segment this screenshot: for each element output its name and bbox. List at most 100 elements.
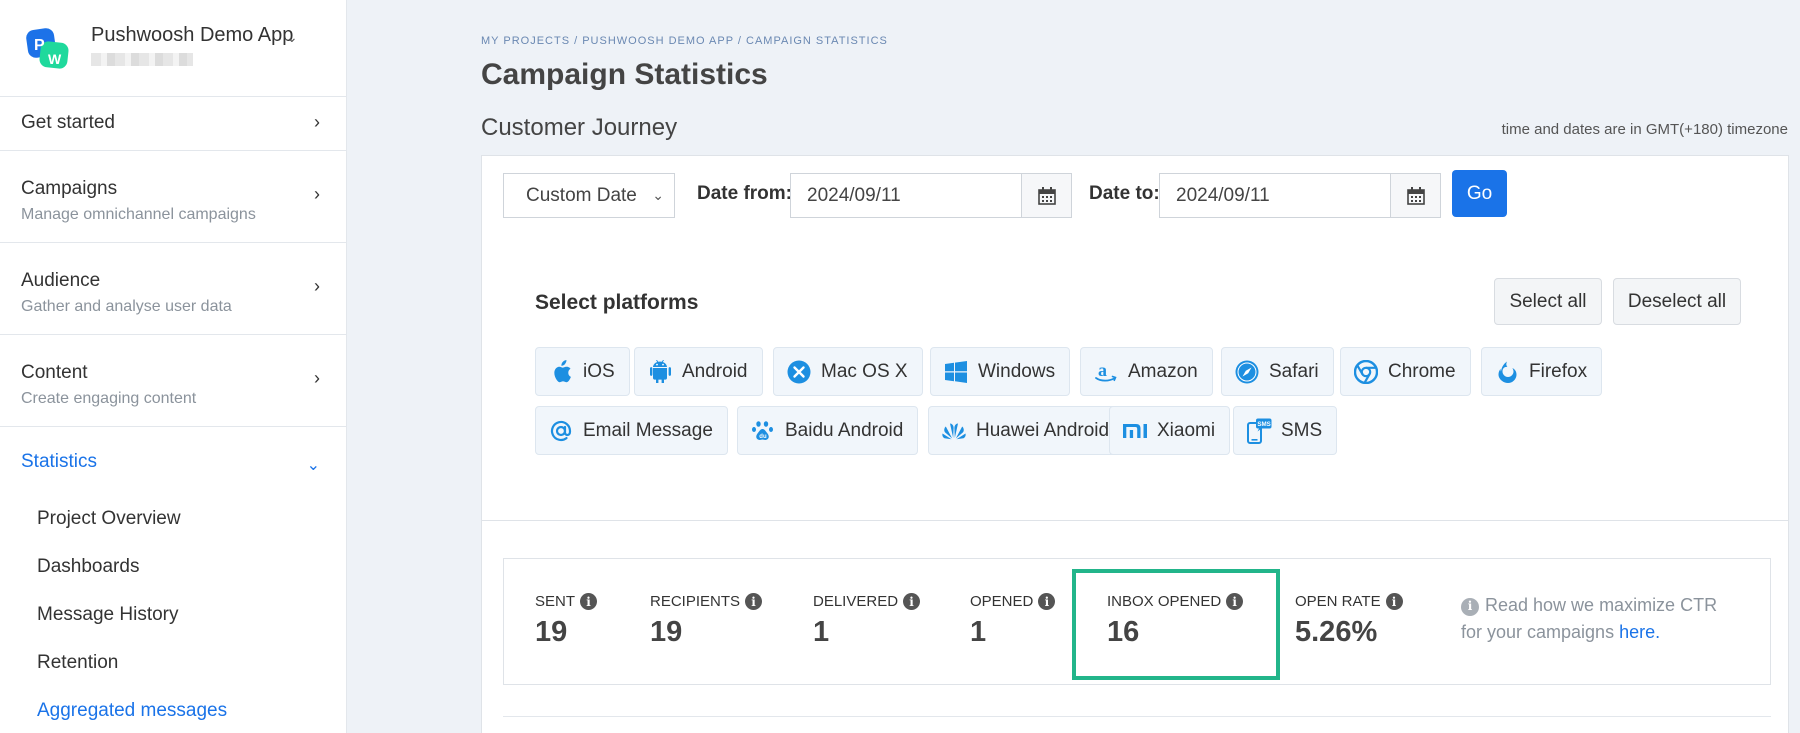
app-name: Pushwoosh Demo App [91, 24, 294, 46]
stat-delivered: DELIVERED i 1 [813, 593, 921, 649]
sidebar-item-get-started[interactable]: Get started › [0, 97, 346, 151]
chevron-down-icon: ⌄ [652, 187, 664, 203]
platform-chip-firefox[interactable]: Firefox [1481, 347, 1603, 396]
svg-text:du: du [759, 434, 767, 440]
platform-chip-sms[interactable]: SMS SMS [1233, 406, 1338, 455]
sidebar-item-statistics[interactable]: Statistics ⌄ [0, 427, 346, 491]
sidebar-item-description: Gather and analyse user data [21, 298, 232, 315]
platform-chip-macos[interactable]: Mac OS X [773, 347, 923, 396]
chevron-right-icon: › [314, 276, 320, 296]
svg-text:a: a [1098, 360, 1107, 380]
divider [503, 716, 1771, 717]
paw-icon: du [750, 418, 776, 444]
mi-icon [1122, 418, 1148, 444]
info-icon[interactable]: i [1385, 593, 1403, 610]
platform-chip-huawei[interactable]: Huawei Android [928, 406, 1125, 455]
at-icon [548, 418, 574, 444]
sidebar-item-audience[interactable]: Audience Gather and analyse user data › [0, 243, 346, 335]
deselect-all-button[interactable]: Deselect all [1613, 278, 1741, 325]
platform-chip-email[interactable]: Email Message [535, 406, 728, 455]
apple-icon [548, 359, 574, 385]
stat-sent: SENT i 19 [535, 593, 598, 649]
platform-chip-safari[interactable]: Safari [1221, 347, 1334, 396]
platform-chip-baidu[interactable]: du Baidu Android [737, 406, 919, 455]
submenu-aggregated-messages[interactable]: Aggregated messages [37, 700, 228, 721]
submenu-message-history[interactable]: Message History [37, 604, 179, 625]
stat-open-rate: OPEN RATE i 5.26% [1295, 593, 1403, 649]
calendar-icon[interactable] [1391, 173, 1441, 218]
chevron-right-icon: › [314, 184, 320, 204]
ctr-link[interactable]: here. [1619, 622, 1661, 642]
stats-summary: SENT i 19 RECIPIENTS i 19 DELIVERED i 1 OPE… [503, 558, 1771, 685]
platform-chip-amazon[interactable]: a Amazon [1080, 347, 1213, 396]
chevron-down-icon: ⌄ [306, 457, 320, 474]
stat-inbox-opened: INBOX OPENED i 16 [1107, 593, 1244, 649]
platform-label: Android [682, 360, 748, 382]
stat-value: 5.26% [1295, 616, 1378, 648]
info-icon[interactable]: i [580, 593, 598, 610]
submenu-project-overview[interactable]: Project Overview [37, 508, 181, 529]
go-button[interactable]: Go [1452, 170, 1507, 217]
chrome-icon [1353, 359, 1379, 385]
stat-label: OPENED [970, 593, 1034, 610]
huawei-icon [941, 418, 967, 444]
statistics-panel: Custom Date ⌄ Date from: 2024/09/11 Date… [481, 155, 1789, 733]
stat-label: DELIVERED [813, 593, 899, 610]
amazon-icon: a [1093, 359, 1119, 385]
platform-label: Firefox [1529, 360, 1588, 382]
pushwoosh-logo-icon: P W [26, 28, 69, 69]
app-switcher[interactable]: P W Pushwoosh Demo App ⌄ [0, 0, 346, 97]
platform-chip-chrome[interactable]: Chrome [1340, 347, 1471, 396]
platform-chip-android[interactable]: Android [634, 347, 763, 396]
sidebar-item-label: Campaigns [21, 178, 118, 199]
stat-label: INBOX OPENED [1107, 593, 1222, 610]
stat-label: RECIPIENTS [650, 593, 741, 610]
sidebar-item-label: Content [21, 362, 88, 383]
section-title: Customer Journey [481, 114, 678, 141]
statistics-submenu: Project Overview Dashboards Message Hist… [0, 491, 346, 733]
date-to-label: Date to: [1089, 183, 1160, 204]
date-mode-select[interactable]: Custom Date ⌄ [503, 173, 675, 218]
date-from-label: Date from: [697, 183, 793, 204]
divider [482, 520, 1788, 521]
info-icon[interactable]: i [745, 593, 763, 610]
sidebar-item-campaigns[interactable]: Campaigns Manage omnichannel campaigns › [0, 151, 346, 243]
info-icon[interactable]: i [903, 593, 921, 610]
platform-label: Xiaomi [1157, 419, 1216, 441]
info-icon[interactable]: i [1226, 593, 1244, 610]
info-icon: i [1461, 597, 1479, 616]
select-all-button[interactable]: Select all [1494, 278, 1602, 325]
ctr-text: Read how we maximize CTR for your campai… [1461, 595, 1718, 642]
svg-text:W: W [48, 51, 62, 67]
platform-chip-ios[interactable]: iOS [535, 347, 630, 396]
sidebar-item-content[interactable]: Content Create engaging content › [0, 335, 346, 427]
stat-label: SENT [535, 593, 576, 610]
windows-icon [943, 359, 969, 385]
platform-label: Mac OS X [821, 360, 908, 382]
date-to-field[interactable]: 2024/09/11 [1159, 173, 1391, 218]
platform-label: Safari [1269, 360, 1319, 382]
sidebar-item-label: Get started [21, 112, 115, 133]
platform-chip-windows[interactable]: Windows [930, 347, 1071, 396]
breadcrumb[interactable]: MY PROJECTS / PUSHWOOSH DEMO APP / CAMPA… [481, 35, 888, 47]
submenu-retention[interactable]: Retention [37, 652, 119, 673]
sidebar-item-label: Audience [21, 270, 101, 291]
date-from-field[interactable]: 2024/09/11 [790, 173, 1022, 218]
platform-label: Windows [978, 360, 1056, 382]
blurred-account-info [91, 53, 193, 66]
submenu-dashboards[interactable]: Dashboards [37, 556, 140, 577]
platform-label: Baidu Android [785, 419, 904, 441]
platform-chip-xiaomi[interactable]: Xiaomi [1109, 406, 1231, 455]
x-circle-icon [786, 359, 812, 385]
svg-text:SMS: SMS [1257, 421, 1270, 428]
platform-label: iOS [583, 360, 615, 382]
stat-value: 16 [1107, 616, 1140, 648]
ctr-tip: i Read how we maximize CTR for your campa… [1461, 592, 1731, 646]
svg-text:P: P [34, 37, 45, 54]
page-title: Campaign Statistics [481, 58, 768, 91]
date-mode-value: Custom Date [526, 185, 637, 206]
info-icon[interactable]: i [1038, 593, 1056, 610]
stat-recipients: RECIPIENTS i 19 [650, 593, 763, 649]
sidebar: P W Pushwoosh Demo App ⌄ Get started › C… [0, 0, 347, 733]
calendar-icon[interactable] [1022, 173, 1072, 218]
